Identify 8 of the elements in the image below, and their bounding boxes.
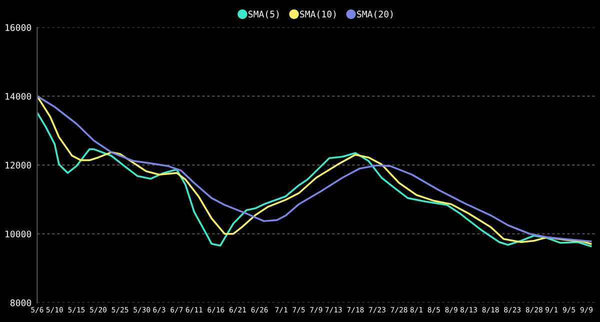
y-tick-label: 14000 <box>6 92 32 100</box>
legend-label: SMA(5) <box>248 10 279 19</box>
y-tick-label: 16000 <box>6 24 32 31</box>
y-tick-label: 8000 <box>10 299 32 306</box>
y-tick-label: 10000 <box>6 230 32 238</box>
y-tick-label: 12000 <box>6 162 32 169</box>
legend-label: SMA(10) <box>300 10 336 19</box>
legend-label: SMA(20) <box>357 10 393 19</box>
